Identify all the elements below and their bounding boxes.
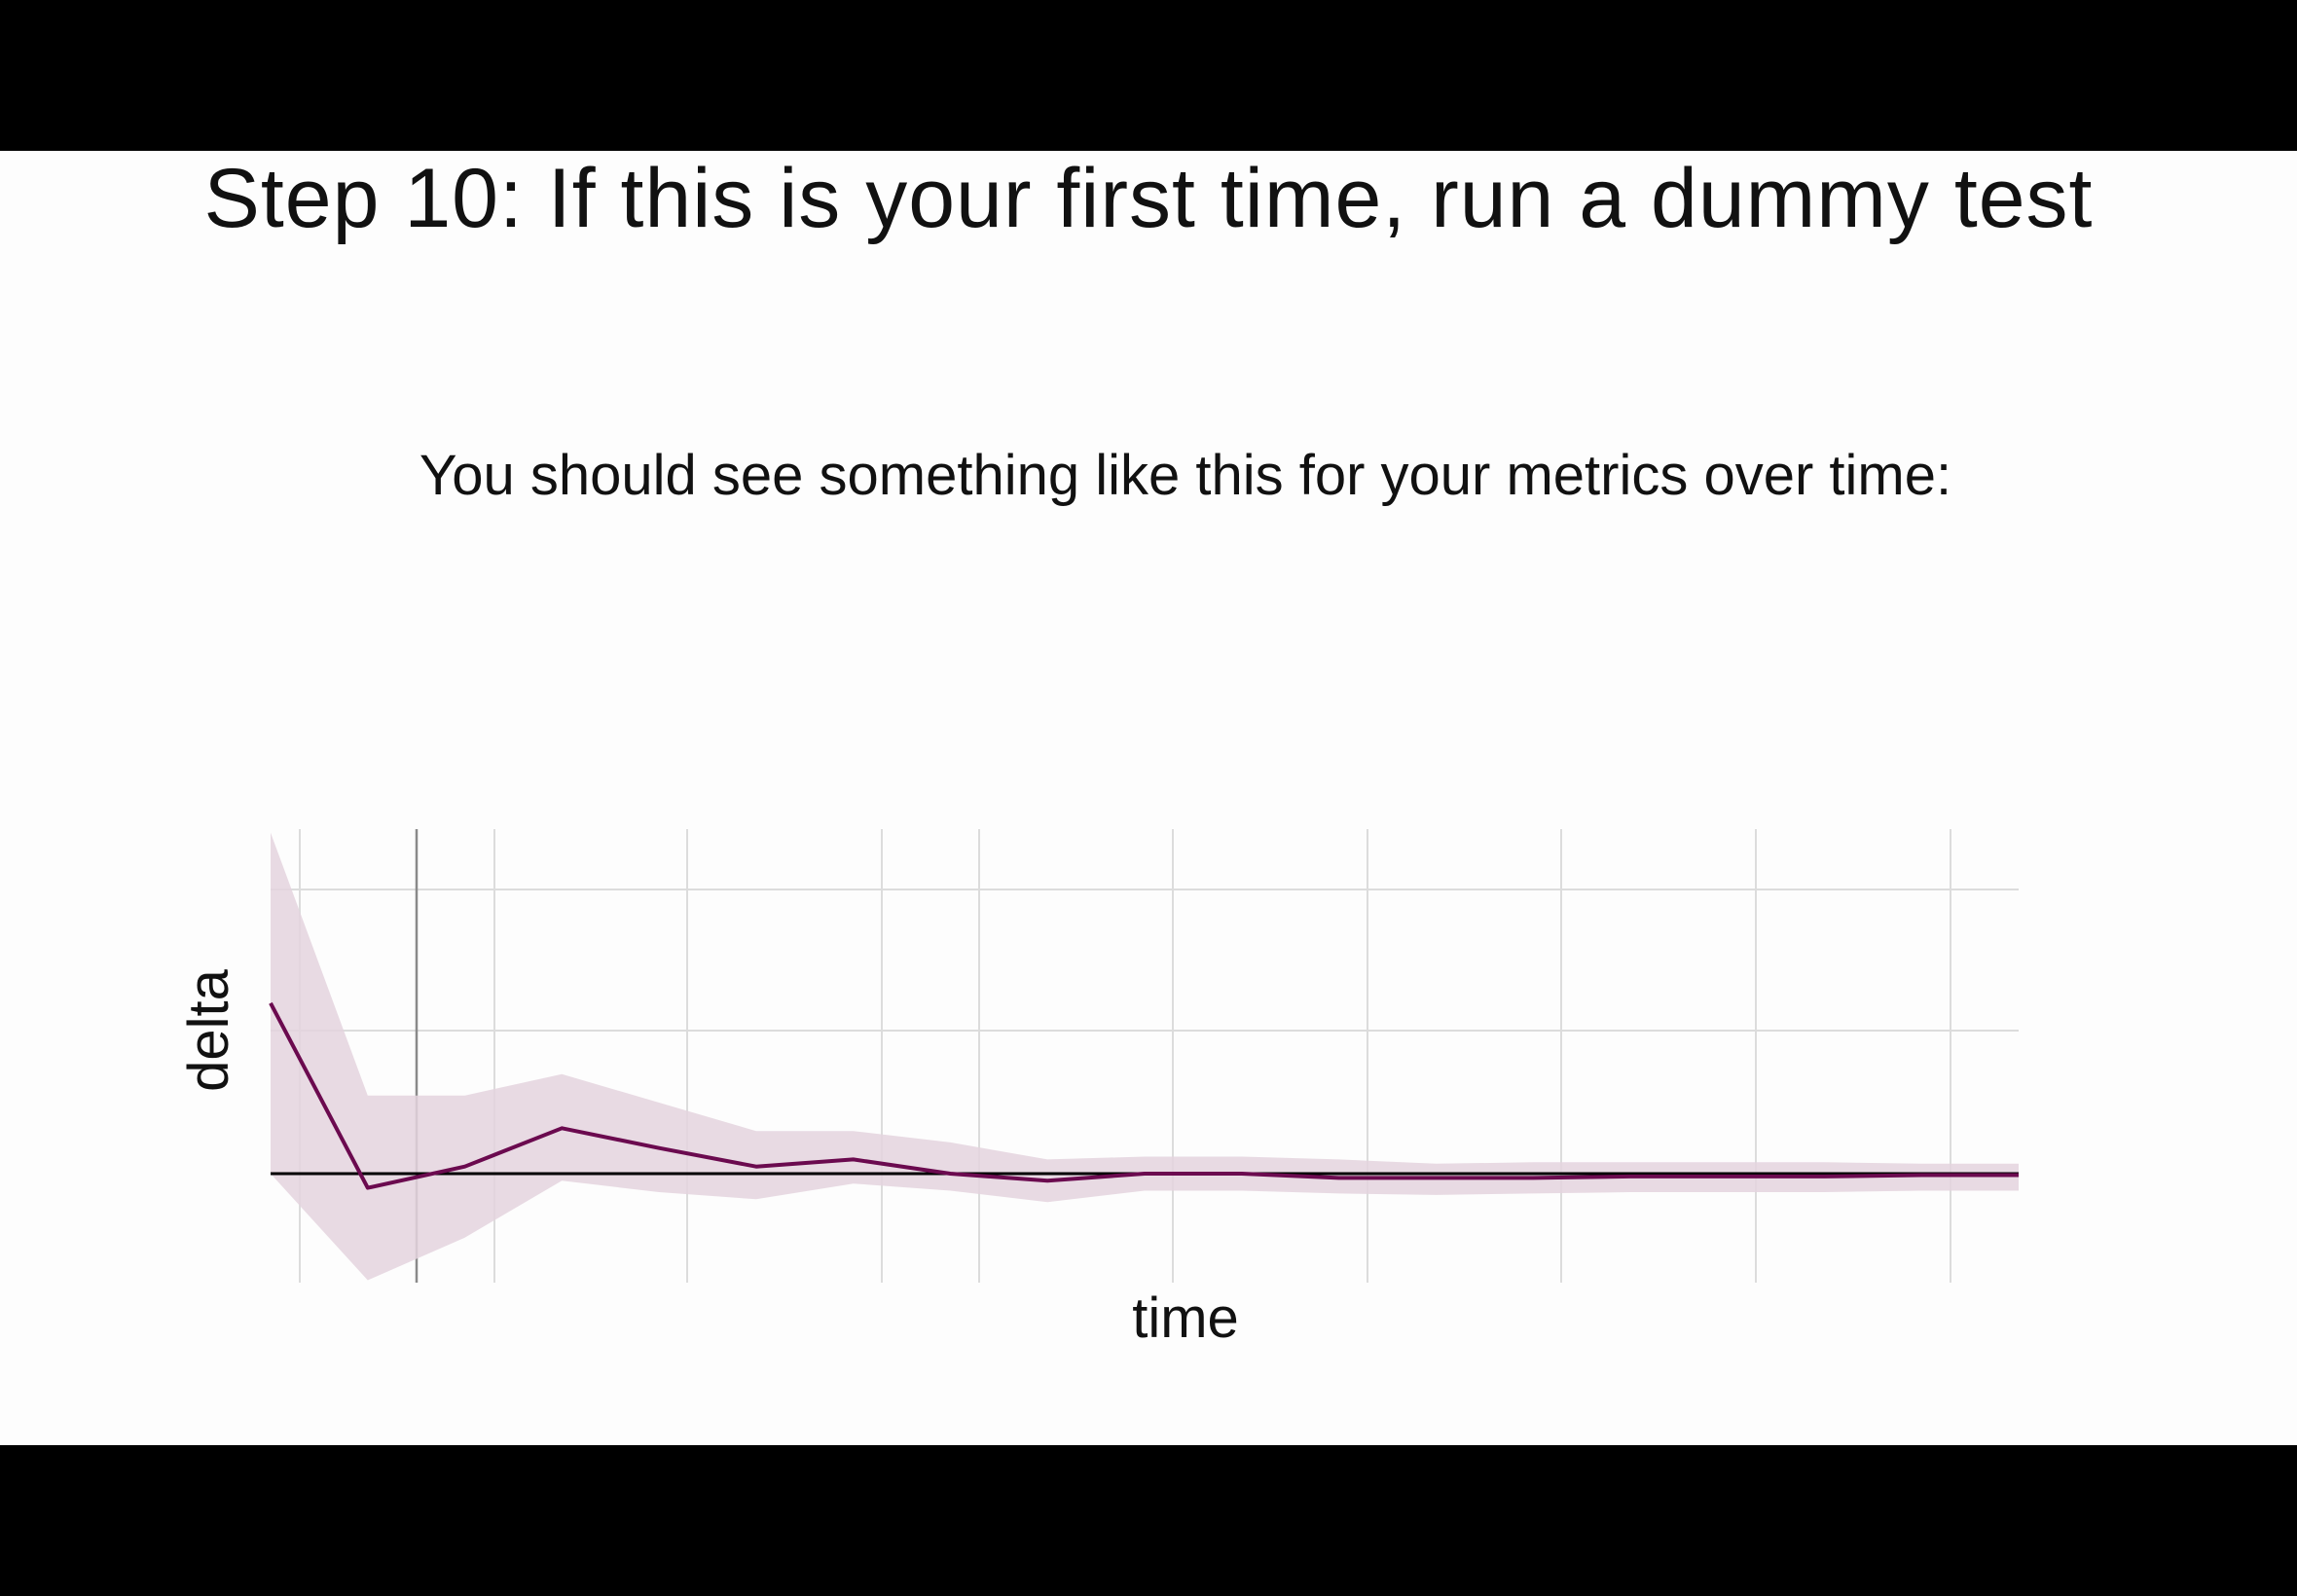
top-letterbox bbox=[0, 0, 2297, 151]
slide-subtitle: You should see something like this for y… bbox=[419, 444, 1952, 507]
delta-series-line bbox=[269, 1001, 2019, 1190]
x-axis-label: time bbox=[1132, 1287, 1239, 1350]
grid bbox=[271, 829, 2019, 1283]
y-axis-label: delta bbox=[177, 968, 240, 1092]
slide-title: Step 10: If this is your first time, run… bbox=[203, 152, 2094, 245]
bottom-letterbox bbox=[0, 1445, 2297, 1596]
confidence-band bbox=[271, 832, 2019, 1281]
